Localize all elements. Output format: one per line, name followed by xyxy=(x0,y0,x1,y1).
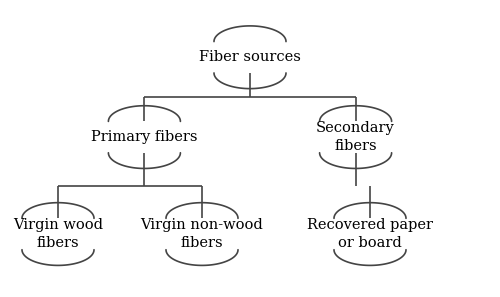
Text: Fiber sources: Fiber sources xyxy=(199,50,301,64)
Text: Virgin non-wood
fibers: Virgin non-wood fibers xyxy=(140,218,264,250)
Text: Secondary
fibers: Secondary fibers xyxy=(316,121,395,153)
Text: Virgin wood
fibers: Virgin wood fibers xyxy=(13,218,103,250)
Text: Primary fibers: Primary fibers xyxy=(91,130,198,144)
Text: Recovered paper
or board: Recovered paper or board xyxy=(307,218,433,250)
